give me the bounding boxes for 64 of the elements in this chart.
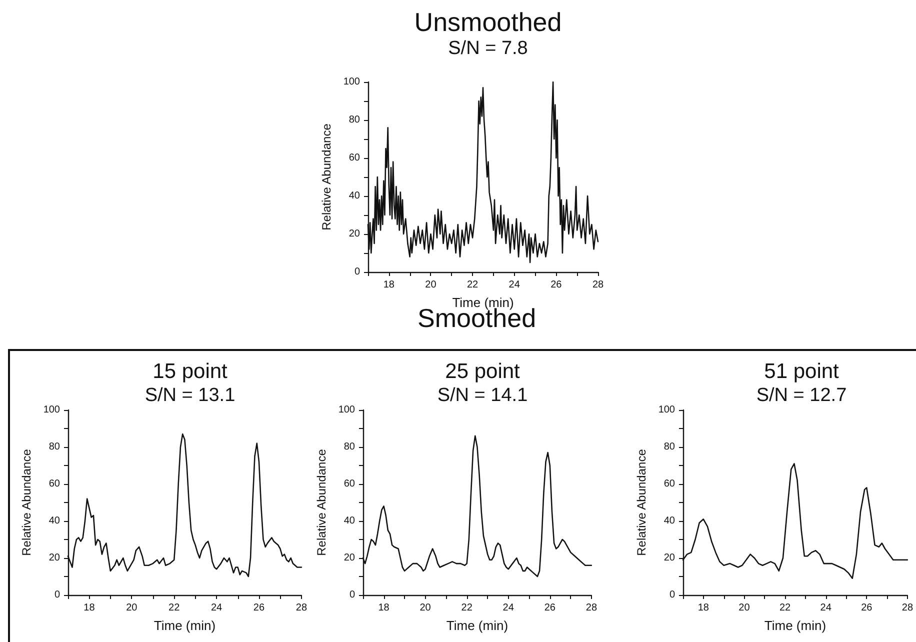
- x-tick-label: 22: [466, 280, 479, 290]
- y-tick-label: 60: [48, 478, 60, 490]
- chart-subtitle: S/N = 12.7: [756, 385, 847, 406]
- chart-title: 51 point: [764, 360, 840, 383]
- y-tick-label: 100: [658, 404, 676, 416]
- y-tick-label: 80: [664, 442, 676, 452]
- y-axis-title: Relative Abundance: [19, 448, 34, 556]
- x-tick-label: 20: [738, 602, 750, 614]
- y-tick-label: 100: [43, 404, 60, 416]
- x-tick-label: 20: [126, 602, 138, 614]
- y-tick-label: 80: [348, 114, 360, 126]
- x-tick-label: 24: [508, 280, 520, 290]
- y-tick-label: 40: [48, 516, 60, 526]
- x-tick-label: 20: [425, 280, 437, 290]
- y-tick-label: 20: [348, 228, 360, 240]
- y-tick-label: 60: [664, 478, 676, 490]
- y-tick-label: 0: [54, 590, 60, 600]
- y-tick-label: 100: [343, 76, 360, 88]
- x-axis-title: Time (min): [154, 618, 216, 633]
- y-tick-label: 80: [48, 442, 60, 452]
- x-tick-label: 28: [902, 602, 914, 614]
- y-tick-label: 0: [349, 590, 356, 600]
- x-axis-title: Time (min): [452, 295, 514, 310]
- y-axis-title: Relative Abundance: [314, 448, 328, 556]
- x-tick-label: 28: [586, 602, 598, 614]
- y-axis-title: Relative Abundance: [319, 123, 334, 230]
- x-tick-label: 24: [820, 602, 832, 614]
- y-tick-label: 80: [344, 442, 356, 452]
- x-tick-label: 24: [210, 602, 223, 614]
- y-tick-label: 40: [344, 516, 356, 526]
- x-tick-label: 22: [461, 602, 473, 614]
- chart-subtitle: S/N = 14.1: [437, 385, 528, 406]
- x-tick-label: 24: [502, 602, 514, 614]
- y-tick-label: 20: [664, 552, 676, 564]
- y-tick-label: 40: [664, 516, 676, 526]
- y-tick-label: 60: [344, 478, 356, 490]
- y-tick-label: 20: [344, 552, 356, 564]
- chart-title: 25 point: [445, 360, 520, 383]
- y-tick-label: 60: [348, 152, 360, 164]
- y-tick-label: 40: [348, 190, 360, 202]
- chart-title: Unsmoothed: [414, 7, 562, 37]
- y-tick-label: 0: [354, 266, 360, 278]
- x-tick-label: 22: [168, 602, 180, 614]
- y-tick-label: 20: [48, 552, 60, 564]
- x-axis-title: Time (min): [446, 618, 508, 633]
- x-tick-label: 18: [698, 602, 710, 614]
- x-tick-label: 26: [550, 280, 562, 290]
- chart-title: 15 point: [152, 360, 228, 383]
- y-tick-label: 100: [338, 404, 356, 416]
- x-tick-label: 28: [592, 280, 604, 290]
- x-tick-label: 18: [84, 602, 96, 614]
- x-tick-label: 26: [253, 602, 265, 614]
- x-tick-label: 28: [296, 602, 308, 614]
- x-tick-label: 22: [779, 602, 792, 614]
- x-tick-label: 18: [383, 280, 395, 290]
- x-tick-label: 26: [544, 602, 556, 614]
- y-tick-label: 0: [669, 590, 676, 600]
- x-tick-label: 18: [378, 602, 390, 614]
- chart-subtitle: S/N = 13.1: [144, 385, 236, 406]
- x-tick-label: 20: [420, 602, 432, 614]
- y-axis-title: Relative Abundance: [634, 448, 648, 556]
- chart-subtitle: S/N = 7.8: [448, 38, 528, 59]
- x-axis-title: Time (min): [764, 618, 826, 633]
- x-tick-label: 26: [861, 602, 873, 614]
